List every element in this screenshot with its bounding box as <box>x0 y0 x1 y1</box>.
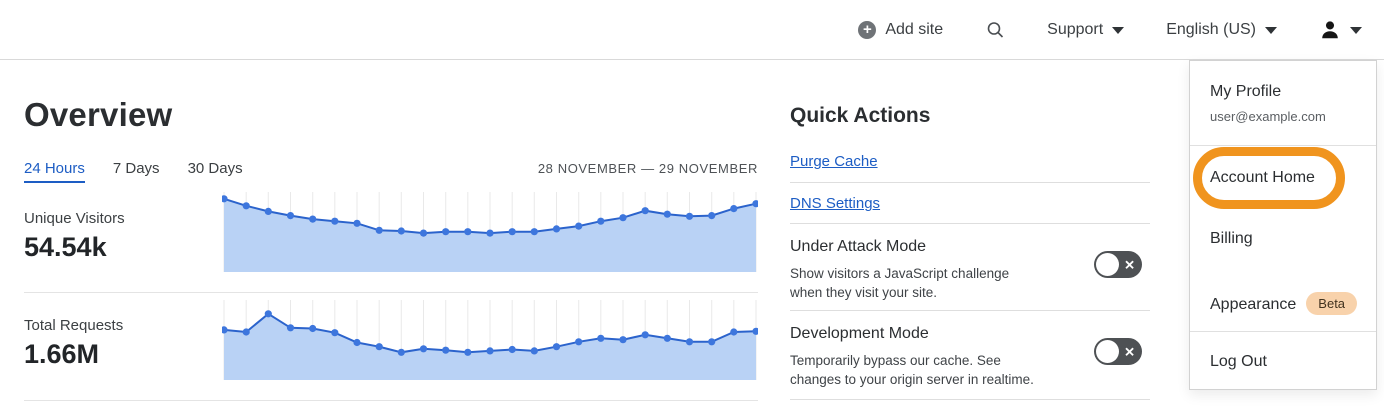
language-menu[interactable]: English (US) <box>1166 21 1277 39</box>
under-attack-mode-title: Under Attack Mode <box>790 238 927 255</box>
toggle-off-x-icon: ✕ <box>1124 257 1135 272</box>
appearance-item[interactable]: Appearance Beta <box>1210 292 1358 315</box>
add-site-label: Add site <box>885 20 944 38</box>
chevron-down-icon <box>1265 27 1277 34</box>
logout-item[interactable]: Log Out <box>1210 353 1267 370</box>
metric-value-total-requests: 1.66M <box>24 339 100 369</box>
support-menu[interactable]: Support <box>1047 20 1125 39</box>
language-label: English (US) <box>1166 20 1256 38</box>
metric-label-total-requests: Total Requests <box>24 317 124 334</box>
under-attack-mode-description: Show visitors a JavaScript challenge whe… <box>790 266 1010 300</box>
metric-label-unique-visitors: Unique Visitors <box>24 210 125 227</box>
user-account-menu[interactable] <box>1319 19 1362 41</box>
development-mode-description: Temporarily bypass our cache. See change… <box>790 353 1034 387</box>
main-content: Overview 24 Hours 7 Days 30 Days 28 NOVE… <box>0 60 1384 414</box>
total-requests-chart <box>220 300 760 380</box>
date-range-label: 28 NOVEMBER — 29 NOVEMBER <box>537 161 758 176</box>
chevron-down-icon <box>1350 27 1362 34</box>
metric-value-unique-visitors: 54.54k <box>24 232 107 262</box>
development-mode-toggle[interactable]: ✕ <box>1094 338 1142 365</box>
account-home-item[interactable]: Account Home <box>1210 169 1315 186</box>
divider <box>1190 331 1376 332</box>
search-icon <box>987 21 1004 38</box>
tab-7-days[interactable]: 7 Days <box>112 160 160 177</box>
purge-cache-link[interactable]: Purge Cache <box>790 153 878 170</box>
time-range-tabs: 24 Hours 7 Days 30 Days <box>24 160 243 183</box>
add-site-button[interactable]: + Add site <box>858 20 944 39</box>
profile-email: user@example.com <box>1210 109 1326 124</box>
user-icon <box>1322 20 1338 38</box>
toggle-knob <box>1096 253 1119 276</box>
billing-item[interactable]: Billing <box>1210 230 1253 247</box>
my-profile-item[interactable]: My Profile <box>1210 83 1282 100</box>
appearance-label: Appearance <box>1210 296 1297 313</box>
divider <box>790 399 1150 400</box>
toggle-knob <box>1096 340 1119 363</box>
support-label: Support <box>1047 20 1104 38</box>
unique-visitors-chart <box>220 192 760 272</box>
tab-30-days[interactable]: 30 Days <box>187 160 243 177</box>
plus-circle-icon: + <box>858 20 877 39</box>
search-button[interactable] <box>985 20 1005 40</box>
divider <box>1190 145 1376 146</box>
dns-settings-link[interactable]: DNS Settings <box>790 195 881 212</box>
under-attack-mode-toggle[interactable]: ✕ <box>1094 251 1142 278</box>
toggle-off-x-icon: ✕ <box>1124 344 1135 359</box>
beta-badge: Beta <box>1306 292 1358 315</box>
page-title: Overview <box>24 96 173 133</box>
tab-24-hours[interactable]: 24 Hours <box>24 160 85 183</box>
chevron-down-icon <box>1112 27 1125 34</box>
divider <box>24 292 758 293</box>
divider <box>790 182 1150 183</box>
divider <box>790 223 1150 224</box>
account-dropdown-menu: My Profile user@example.com Account Home… <box>1189 60 1377 390</box>
development-mode-title: Development Mode <box>790 325 929 342</box>
quick-actions-title: Quick Actions <box>790 104 931 127</box>
divider <box>24 400 758 401</box>
divider <box>790 310 1150 311</box>
top-nav-bar: + Add site Support English (US) <box>0 0 1384 60</box>
